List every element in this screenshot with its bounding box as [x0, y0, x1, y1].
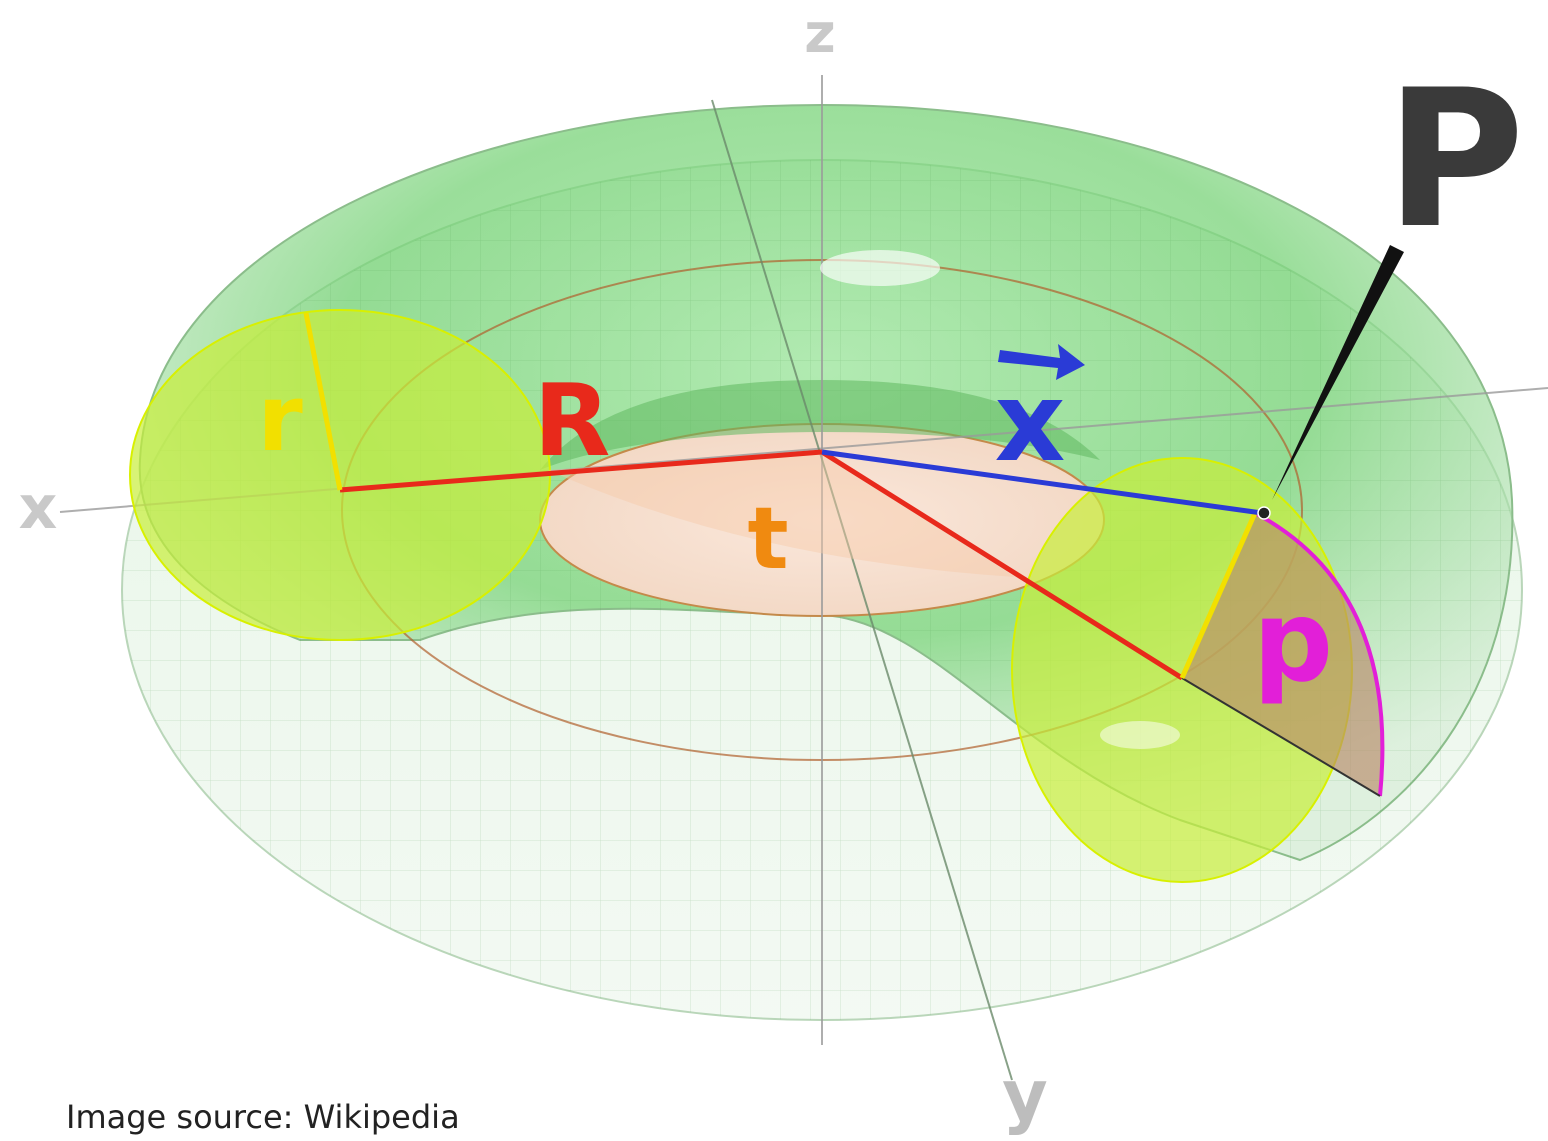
- highlight-top: [820, 250, 940, 286]
- minor-radius-label: r: [257, 365, 303, 472]
- highlight-right: [1100, 721, 1180, 749]
- y-axis: [711, 99, 1013, 1081]
- axis-y-label: y: [1002, 1055, 1048, 1137]
- vector-arrow-icon: [998, 344, 1085, 380]
- major-radius-label: R: [533, 362, 610, 479]
- angle-p-label: p: [1253, 577, 1333, 707]
- sector-edge: [1181, 677, 1381, 797]
- position-vector: [821, 449, 1263, 516]
- major-radius-left: [339, 449, 823, 493]
- vector-x-label: x: [995, 358, 1066, 486]
- image-caption: Image source: Wikipedia: [66, 1098, 460, 1136]
- angle-t-sector: [548, 452, 1015, 577]
- angle-p-arc: [1254, 511, 1385, 797]
- torus-inner-wall: [540, 380, 1100, 470]
- left-cross-section: [129, 309, 551, 641]
- major-radius-right: [820, 449, 1184, 681]
- point-pointer: [1272, 245, 1404, 500]
- angle-p-sector: [1182, 513, 1383, 796]
- minor-radius-left: [303, 312, 343, 491]
- angle-t-label: t: [747, 489, 788, 589]
- point-label: P: [1385, 49, 1524, 270]
- minor-radius-right: [1179, 511, 1258, 680]
- point-p: [1257, 506, 1271, 520]
- axis-x-label: x: [19, 473, 58, 543]
- axis-z-label: z: [804, 2, 835, 65]
